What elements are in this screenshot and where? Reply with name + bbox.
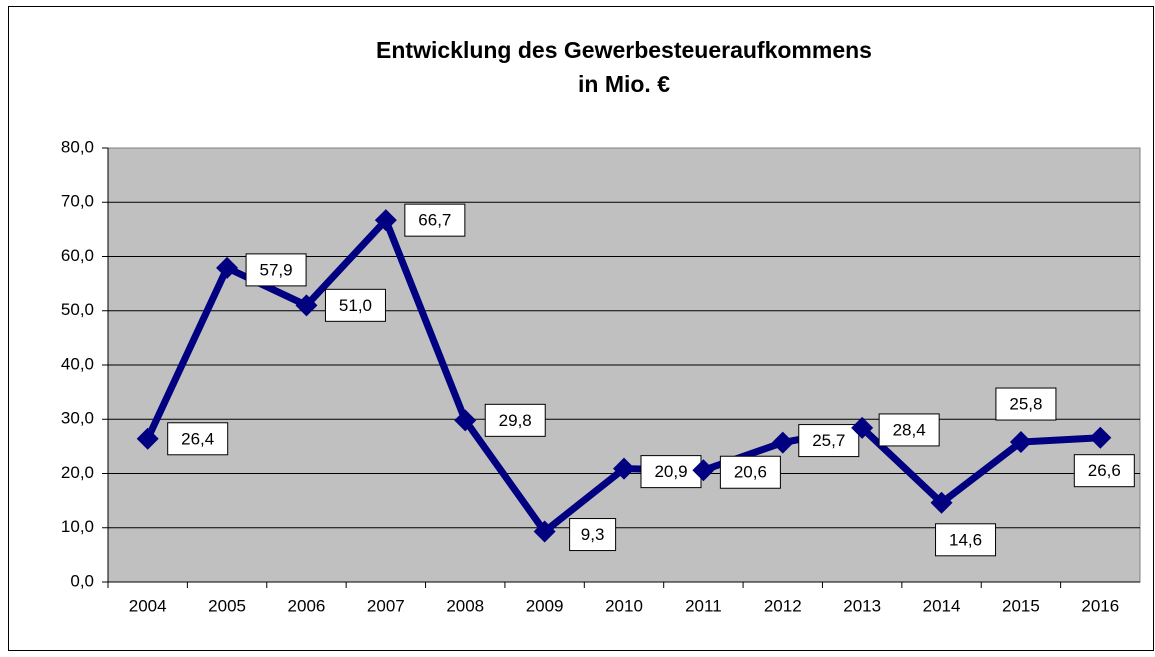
data-label-box	[719, 455, 781, 489]
data-label: 14,6	[949, 530, 982, 549]
data-label: 25,7	[812, 431, 845, 450]
data-label-box	[1073, 454, 1135, 488]
x-tick-label: 2009	[526, 596, 564, 615]
data-label: 20,9	[654, 462, 687, 481]
x-tick-label: 2004	[129, 596, 167, 615]
data-label: 26,6	[1088, 461, 1121, 480]
data-label-box	[324, 288, 386, 322]
data-label: 26,4	[181, 429, 214, 448]
data-point	[1009, 431, 1032, 454]
data-point	[851, 416, 874, 439]
chart-title: Entwicklung des Gewerbesteueraufkommens	[376, 37, 872, 63]
x-tick-label: 2012	[764, 596, 802, 615]
y-tick-label: 50,0	[61, 300, 94, 319]
data-point	[216, 256, 239, 279]
data-point	[1089, 426, 1112, 449]
data-label: 25,8	[1009, 395, 1042, 414]
data-label-box	[245, 253, 307, 287]
chart-title: in Mio. €	[578, 71, 670, 97]
data-label-box	[798, 424, 860, 458]
y-tick-label: 70,0	[61, 192, 94, 211]
data-point	[136, 427, 159, 450]
x-tick-label: 2016	[1081, 596, 1119, 615]
x-tick-label: 2013	[843, 596, 881, 615]
data-label: 29,8	[499, 411, 532, 430]
x-tick-label: 2007	[367, 596, 405, 615]
data-label-box	[484, 403, 546, 437]
data-label: 9,3	[581, 525, 605, 544]
data-point	[295, 294, 318, 317]
data-point	[613, 457, 635, 480]
data-label: 51,0	[339, 296, 372, 315]
x-tick-label: 2015	[1002, 596, 1040, 615]
x-tick-label: 2008	[446, 596, 484, 615]
data-label: 57,9	[260, 260, 293, 279]
data-point	[692, 459, 715, 482]
x-tick-label: 2010	[605, 596, 643, 615]
data-label: 66,7	[418, 211, 451, 230]
data-label: 28,4	[893, 420, 926, 439]
x-tick-label: 2006	[288, 596, 326, 615]
x-tick-label: 2014	[923, 596, 961, 615]
data-point	[930, 491, 953, 514]
y-tick-label: 10,0	[61, 517, 94, 536]
y-tick-label: 0,0	[70, 571, 94, 590]
data-label-box	[640, 455, 702, 489]
y-tick-label: 20,0	[61, 463, 94, 482]
y-tick-label: 80,0	[61, 137, 94, 156]
data-label-box	[995, 387, 1057, 421]
y-tick-label: 40,0	[61, 354, 94, 373]
x-tick-label: 2011	[685, 596, 722, 615]
y-tick-label: 60,0	[61, 246, 94, 265]
data-point	[533, 520, 556, 543]
data-point	[454, 409, 477, 432]
data-point	[374, 209, 397, 232]
x-tick-label: 2005	[208, 596, 246, 615]
y-tick-label: 30,0	[61, 409, 94, 428]
data-label-box	[167, 422, 229, 456]
data-point	[771, 431, 794, 454]
data-label-box	[569, 518, 617, 552]
data-label-box	[404, 203, 466, 237]
data-label: 20,6	[734, 463, 767, 482]
data-label-box	[878, 413, 940, 447]
data-label-box	[935, 523, 997, 557]
